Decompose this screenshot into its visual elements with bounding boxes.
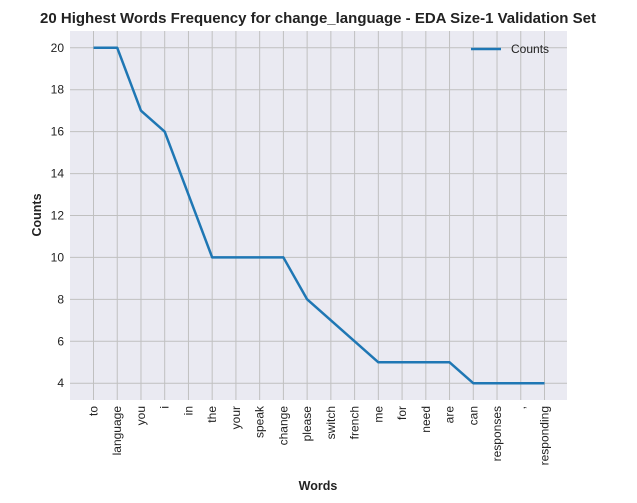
x-tick-label: need — [419, 406, 433, 433]
x-tick-label: responses — [490, 406, 504, 461]
x-tick-label: you — [134, 406, 148, 425]
y-tick-label: 20 — [51, 41, 65, 55]
x-axis-ticks: to language you i in the your speak change please… — [87, 405, 552, 465]
legend-label: Counts — [511, 42, 549, 56]
x-tick-label: the — [205, 406, 219, 423]
y-tick-label: 8 — [57, 292, 64, 306]
y-axis-label: Counts — [30, 193, 44, 236]
x-tick-label: for — [395, 406, 409, 420]
x-tick-label: french — [348, 406, 362, 439]
x-tick-label: speak — [253, 405, 267, 438]
x-tick-label: please — [300, 406, 314, 442]
x-tick-label: change — [276, 406, 290, 446]
x-tick-label: me — [371, 406, 385, 423]
grid — [70, 31, 567, 400]
x-tick-label: i — [158, 406, 172, 409]
y-tick-label: 16 — [51, 125, 65, 139]
x-axis-label: Words — [299, 479, 338, 493]
x-tick-label: responding — [538, 406, 552, 465]
chart-title: 20 Highest Words Frequency for change_la… — [40, 10, 596, 27]
x-tick-label: are — [443, 406, 457, 424]
series-line-counts — [93, 46, 545, 385]
x-tick-label: , — [514, 406, 528, 409]
legend: Counts — [471, 42, 549, 56]
y-tick-label: 6 — [57, 334, 64, 348]
x-tick-label: can — [466, 406, 480, 425]
y-axis-ticks: 4 6 8 10 12 14 16 18 20 — [51, 41, 65, 390]
y-tick-label: 10 — [51, 250, 65, 264]
series — [93, 46, 545, 385]
y-tick-label: 12 — [51, 209, 65, 223]
y-tick-label: 4 — [57, 376, 64, 390]
x-tick-label: to — [87, 406, 101, 416]
y-tick-label: 14 — [51, 167, 65, 181]
x-tick-label: switch — [324, 406, 338, 439]
y-tick-label: 18 — [51, 83, 65, 97]
x-tick-label: in — [181, 406, 195, 415]
x-tick-label: language — [110, 406, 124, 456]
x-tick-label: your — [229, 406, 243, 429]
